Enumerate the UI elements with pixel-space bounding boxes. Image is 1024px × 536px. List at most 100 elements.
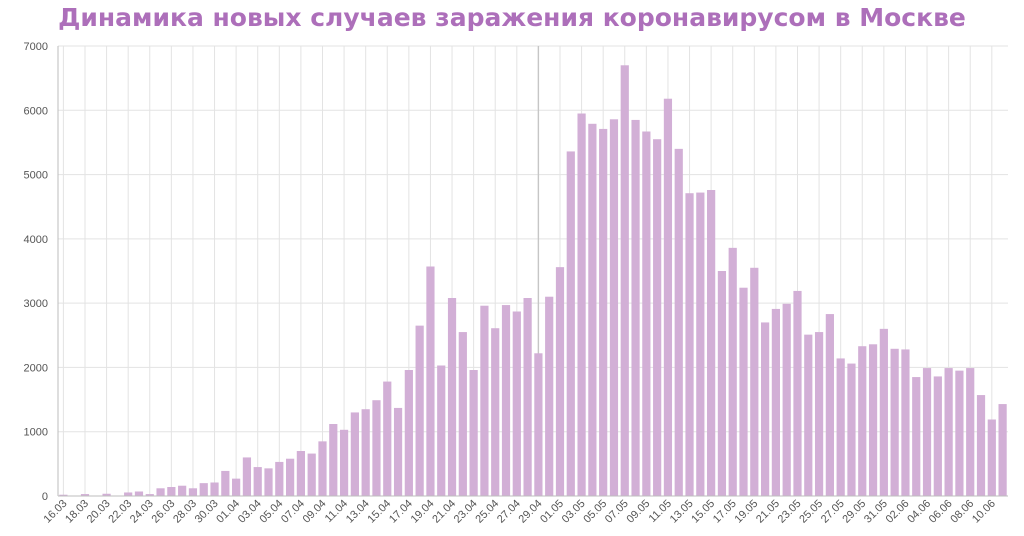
bar [501,305,511,496]
x-tick-label: 22.03 [106,498,134,526]
bar [545,296,554,496]
chart-title: Динамика новых случаев заражения коронав… [58,3,966,32]
bar [944,368,953,496]
axes [57,46,1008,497]
x-tick-label: 24.03 [128,498,156,526]
bar [361,409,370,496]
bar [599,128,608,496]
x-tick-label: 30.03 [193,498,221,526]
x-tick-label: 07.05 [603,498,631,526]
bar [512,311,521,496]
bar [868,344,878,496]
bar [80,494,90,496]
x-tick-label: 23.05 [776,498,804,526]
x-tick-label: 29.05 [840,498,868,526]
bar [750,267,759,496]
bar [728,247,737,496]
bar [620,65,629,497]
x-tick-label: 05.04 [257,498,285,526]
bar [534,353,543,496]
bar [577,113,586,496]
x-tick-label: 21.04 [430,498,458,526]
bar [814,332,824,496]
x-tick-label: 01.05 [538,498,566,526]
y-tick-label: 4000 [24,234,48,246]
x-tick-label: 18.03 [63,498,91,526]
x-tick-label: 21.05 [754,498,782,526]
bar [286,458,295,496]
bar [145,494,154,496]
bar [998,404,1007,496]
bar [847,363,856,496]
bar [588,123,597,497]
x-tick-label: 08.06 [948,498,976,526]
x-tick-label: 19.05 [732,498,760,526]
bar [674,148,683,496]
bar [707,190,716,496]
bar [253,467,262,496]
x-tick-label: 10.06 [970,498,998,526]
bar [458,332,467,496]
x-tick-label: 23.04 [452,498,480,526]
bar [696,192,705,497]
x-tick-label: 03.05 [560,498,588,526]
bar [566,151,575,496]
bar [966,368,975,496]
bar [199,483,208,496]
x-tick-label: 11.05 [647,498,674,525]
x-tick-label: 25.04 [473,498,501,526]
x-tick-label: 29.04 [517,498,545,526]
x-tick-label: 31.05 [862,498,890,526]
y-tick-label: 3000 [24,298,48,310]
bar [188,488,198,496]
x-tick-label: 03.04 [236,498,264,526]
bar [976,395,986,496]
bar [653,139,662,496]
bar [264,468,273,496]
bar [491,328,500,496]
y-tick-labels: 0 1000 2000 3000 4000 5000 6000 7000 [24,41,48,503]
bar [59,494,68,496]
bar [480,305,489,496]
x-tick-label: 17.05 [711,498,739,526]
bar [210,482,219,496]
x-tick-label: 15.05 [689,498,717,526]
bar [685,193,694,496]
bar [134,491,144,496]
bar [469,370,478,496]
bar [275,461,284,496]
bar [782,303,791,496]
x-tick-label: 27.04 [495,498,523,526]
bar [383,381,392,496]
bar [437,365,446,496]
x-tick-label: 09.04 [301,498,329,526]
x-tick-label: 09.05 [625,498,653,526]
bar [307,453,316,496]
bar [771,308,780,496]
bar [156,488,165,496]
bar [426,266,435,496]
bar [836,358,845,496]
y-tick-label: 6000 [24,105,48,117]
bar [933,376,942,496]
x-tick-label: 04.06 [905,498,933,526]
bar [102,493,111,496]
bar [987,419,996,496]
bar [609,119,619,497]
bar [350,412,359,496]
bar [955,370,964,496]
x-tick-label: 11.04 [323,498,350,525]
x-tick-label: 28.03 [171,498,199,526]
x-tick-label: 20.03 [85,498,113,526]
bar [523,298,532,496]
x-tick-label: 07.04 [279,498,307,526]
bar [890,348,899,496]
y-tick-label: 7000 [24,41,48,53]
bar [178,485,187,496]
y-tick-label: 1000 [24,427,48,439]
x-tick-label: 15.04 [365,498,393,526]
bar [858,346,867,496]
y-tick-label: 2000 [24,362,48,374]
bar [879,328,888,496]
y-tick-label: 5000 [24,170,48,182]
